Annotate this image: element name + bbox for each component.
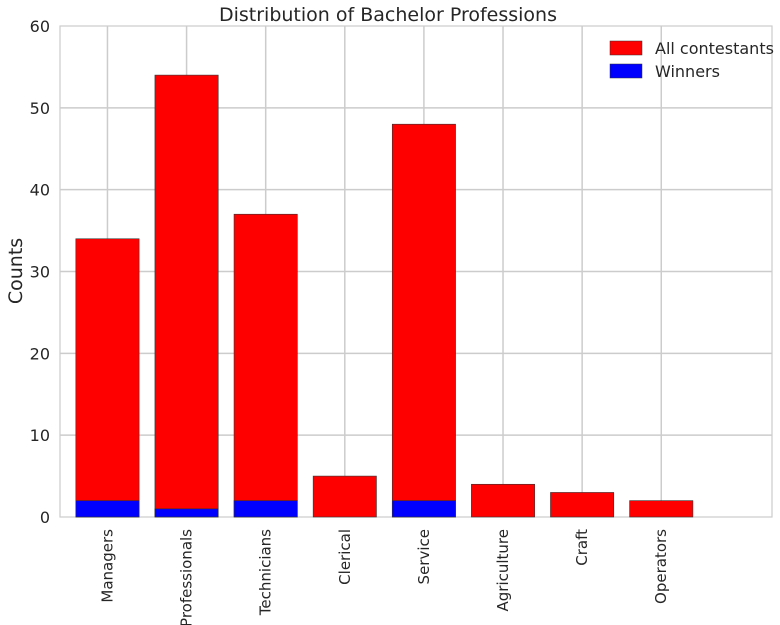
y-tick-labels: 0 10 20 30 40 50 60 [30,17,50,527]
x-tick-label: Craft [573,529,591,566]
x-tick-label: Service [415,529,433,584]
x-tick-label: Operators [652,529,670,604]
y-tick-label: 30 [30,263,50,282]
bar-winners [75,500,140,518]
bar-all-contestants [391,123,456,518]
legend-label-winners: Winners [655,62,720,81]
x-tick-label: Professionals [178,529,196,625]
bar-all-contestants [233,213,298,518]
x-tick-labels: Managers Professionals Technicians Clerical… [98,529,670,625]
y-tick-label: 60 [30,17,50,36]
x-tick-label: Managers [98,529,116,603]
bar-all-contestants [312,475,377,518]
bars-winners [75,500,456,518]
x-tick-label: Technicians [257,529,275,616]
bars-all-contestants [75,74,694,518]
y-tick-label: 10 [30,426,50,445]
bar-all-contestants [75,238,140,518]
y-tick-label: 0 [40,508,50,527]
chart-title: Distribution of Bachelor Professions [219,4,557,26]
bar-all-contestants [154,74,219,518]
legend-swatch-all-contestants [609,40,643,56]
y-tick-label: 40 [30,181,50,200]
bar-winners [154,508,219,518]
bar-all-contestants [550,492,615,518]
legend-swatch-winners [609,63,643,79]
x-tick-label: Clerical [336,529,354,585]
bar-winners [391,500,456,518]
y-axis-label: Counts [5,238,27,304]
y-tick-label: 50 [30,99,50,118]
x-tick-label: Agriculture [494,529,512,612]
bar-winners [233,500,298,518]
legend-label-all-contestants: All contestants [655,39,774,58]
bar-all-contestants [471,483,535,518]
bar-all-contestants [629,500,694,518]
y-tick-label: 20 [30,344,50,363]
legend: All contestants Winners [609,39,774,81]
